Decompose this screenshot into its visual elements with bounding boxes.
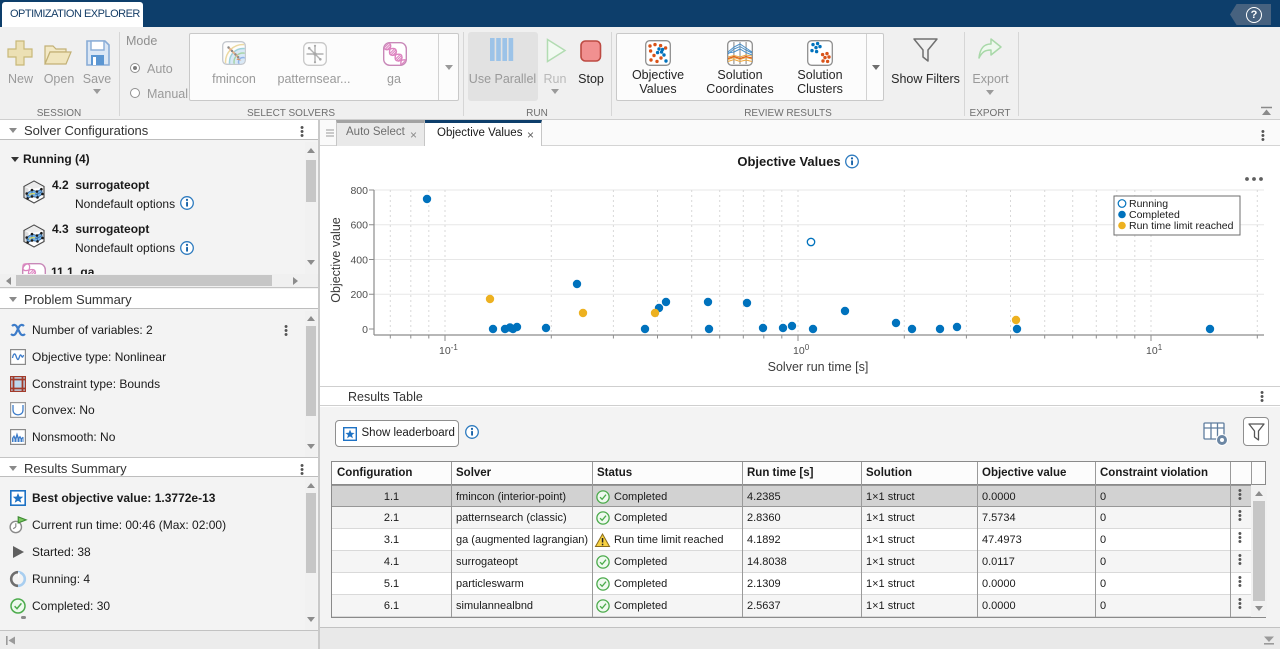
svg-text:0: 0 — [362, 324, 368, 336]
svg-text:Objective Values: Objective Values — [737, 154, 840, 169]
svg-text:10-1: 10-1 — [439, 343, 458, 357]
svg-text:200: 200 — [350, 289, 368, 301]
svg-text:Running: Running — [1129, 198, 1168, 210]
svg-text:600: 600 — [350, 220, 368, 232]
svg-text:400: 400 — [350, 255, 368, 267]
svg-text:Run time limit reached: Run time limit reached — [1129, 220, 1234, 232]
svg-text:101: 101 — [1146, 343, 1163, 357]
svg-text:100: 100 — [793, 343, 810, 357]
svg-text:Completed: Completed — [1129, 209, 1180, 221]
svg-text:Solver run time [s]: Solver run time [s] — [768, 360, 869, 374]
svg-text:800: 800 — [350, 185, 368, 197]
svg-text:Objective value: Objective value — [329, 217, 343, 303]
